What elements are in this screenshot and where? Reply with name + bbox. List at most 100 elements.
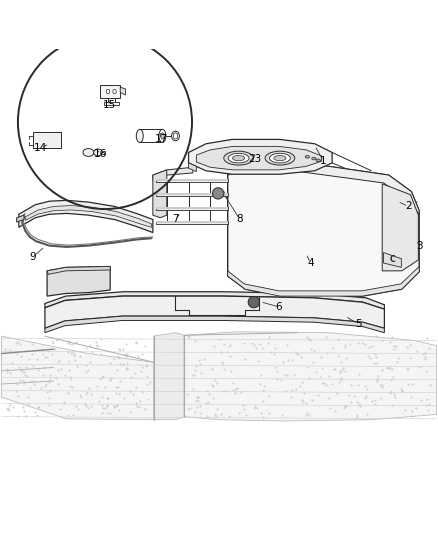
Point [28, 349, 35, 358]
Polygon shape [156, 221, 228, 224]
Point [16, 376, 23, 384]
Point [366, 343, 373, 351]
Point [187, 403, 194, 412]
Point [409, 411, 416, 420]
Point [117, 359, 124, 368]
Point [342, 353, 349, 362]
Point [299, 398, 306, 407]
Point [338, 376, 345, 384]
Point [390, 390, 397, 398]
Point [115, 351, 122, 360]
Polygon shape [153, 170, 167, 218]
Point [116, 354, 123, 362]
Point [34, 354, 41, 363]
Point [101, 383, 108, 392]
Point [94, 381, 101, 390]
Ellipse shape [316, 159, 321, 161]
Point [132, 369, 139, 377]
Point [6, 406, 13, 414]
Point [372, 332, 379, 341]
Point [23, 411, 30, 420]
Point [279, 411, 286, 419]
Point [333, 388, 340, 397]
Point [346, 340, 353, 349]
Point [390, 373, 397, 381]
Point [383, 364, 390, 373]
Point [392, 393, 399, 401]
Polygon shape [188, 163, 196, 172]
Point [62, 370, 69, 379]
Point [226, 351, 233, 360]
Point [132, 339, 139, 348]
Point [132, 382, 139, 391]
Point [13, 386, 20, 395]
Point [106, 376, 113, 385]
Point [190, 385, 197, 393]
Point [274, 367, 281, 375]
Point [289, 356, 296, 364]
Point [232, 385, 239, 393]
Point [120, 394, 127, 402]
Point [341, 402, 348, 411]
Polygon shape [19, 200, 153, 232]
Point [409, 407, 416, 416]
Point [223, 387, 230, 395]
Polygon shape [120, 87, 125, 95]
Point [99, 401, 106, 409]
Text: 23: 23 [248, 154, 261, 164]
Polygon shape [382, 184, 418, 271]
Point [314, 390, 321, 399]
Point [272, 362, 279, 371]
Point [114, 366, 121, 374]
Point [218, 358, 225, 367]
Point [24, 372, 31, 380]
Point [334, 335, 341, 343]
Point [65, 348, 72, 356]
Point [240, 405, 247, 413]
Point [266, 392, 273, 400]
Point [194, 402, 201, 411]
Point [70, 351, 77, 360]
Point [9, 359, 16, 368]
Text: 14: 14 [34, 143, 47, 153]
Point [354, 412, 361, 421]
Point [298, 377, 305, 386]
Point [203, 412, 210, 421]
Point [300, 389, 307, 397]
Ellipse shape [224, 151, 253, 165]
Point [339, 364, 346, 373]
Ellipse shape [305, 156, 310, 158]
Point [70, 340, 77, 348]
Point [355, 338, 362, 347]
Point [257, 409, 264, 418]
Text: 17: 17 [155, 134, 168, 144]
Point [64, 389, 71, 398]
Point [77, 392, 84, 401]
Point [86, 341, 93, 349]
Point [357, 402, 364, 410]
Polygon shape [154, 333, 184, 419]
Point [53, 336, 60, 344]
Point [94, 340, 101, 349]
Point [195, 397, 202, 405]
Point [21, 379, 28, 387]
Point [408, 379, 415, 388]
Point [274, 375, 281, 383]
Point [120, 360, 127, 368]
Point [15, 363, 22, 372]
Point [195, 393, 202, 401]
Point [338, 374, 345, 383]
Point [272, 344, 279, 352]
Point [280, 358, 287, 366]
Point [336, 369, 343, 377]
Point [403, 343, 410, 352]
Point [311, 347, 318, 356]
Point [82, 402, 89, 410]
Point [45, 400, 52, 409]
Point [36, 403, 43, 411]
Point [212, 412, 219, 421]
Point [67, 382, 74, 391]
Point [259, 397, 266, 406]
Point [123, 359, 130, 367]
Point [287, 393, 294, 401]
